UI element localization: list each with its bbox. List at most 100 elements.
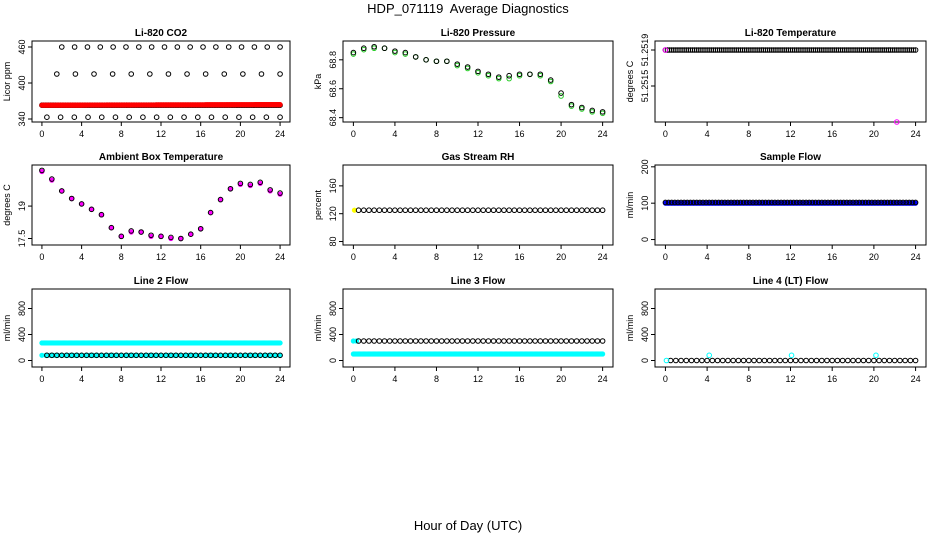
data-point: [360, 338, 367, 344]
y-axis-label: Licor ppm: [2, 62, 12, 102]
panel-title: Line 4 (LT) Flow: [753, 276, 829, 287]
data-point: [57, 114, 64, 120]
data-point: [68, 195, 75, 202]
y-axis-label: ml/min: [625, 315, 635, 342]
panel-title: Sample Flow: [760, 152, 821, 163]
data-point: [433, 58, 440, 65]
y-tick-label: 19: [17, 201, 27, 211]
data-point: [839, 357, 846, 364]
data-point: [740, 357, 747, 364]
data-point: [167, 114, 174, 120]
data-point: [459, 338, 466, 344]
x-tick-label: 24: [911, 129, 921, 139]
data-point: [402, 338, 409, 344]
data-point: [85, 114, 91, 120]
data-point: [402, 207, 409, 214]
data-point: [834, 357, 841, 364]
data-point: [690, 199, 697, 206]
data-point: [873, 352, 879, 359]
data-point: [221, 71, 228, 77]
data-point: [881, 357, 888, 364]
data-point: [44, 114, 50, 120]
data-point: [792, 357, 799, 364]
x-tick-label: 8: [434, 129, 439, 139]
x-tick-label: 8: [434, 374, 439, 384]
y-tick-label: 800: [328, 301, 338, 316]
data-point: [386, 207, 393, 214]
x-tick-label: 4: [705, 252, 710, 262]
data-point: [834, 199, 841, 206]
data-point: [740, 199, 747, 206]
data-point: [662, 47, 669, 53]
y-tick-label: 0: [328, 358, 338, 363]
data-point: [768, 199, 775, 206]
data-point: [511, 207, 518, 214]
data-point: [594, 207, 601, 214]
data-series: [350, 338, 606, 357]
x-tick-label: 24: [911, 252, 921, 262]
data-point: [267, 187, 273, 193]
data-point: [128, 71, 135, 77]
data-point: [547, 207, 554, 214]
data-point: [855, 357, 862, 364]
x-tick-label: 4: [705, 129, 710, 139]
data-point: [423, 57, 429, 63]
data-point: [537, 71, 544, 78]
data-point: [72, 71, 79, 77]
data-point: [824, 357, 830, 364]
data-point: [693, 357, 700, 364]
data-point: [746, 357, 752, 364]
x-tick-label: 12: [785, 252, 795, 262]
data-point: [681, 199, 687, 206]
data-point: [865, 357, 872, 364]
data-point: [902, 357, 908, 364]
data-point: [761, 357, 768, 364]
data-point: [397, 338, 403, 344]
y-tick-label: 68.4: [328, 109, 338, 127]
data-point: [168, 234, 174, 241]
data-point: [881, 199, 888, 206]
data-series: [39, 44, 283, 120]
x-tick-label: 4: [392, 374, 397, 384]
panel-5: Sample Flow 0 4 8 12 16 20 24 0 100 200 ml/min: [625, 152, 927, 262]
x-tick-label: 4: [705, 374, 710, 384]
data-point: [412, 207, 419, 214]
data-point: [668, 199, 675, 206]
data-point: [730, 357, 736, 364]
data-point: [480, 338, 486, 344]
data-point: [737, 199, 744, 206]
data-point: [728, 199, 734, 206]
plot-frame: [342, 40, 614, 123]
data-point: [240, 71, 246, 77]
panel-title: Li-820 CO2: [135, 28, 188, 39]
data-point: [599, 207, 606, 214]
data-point: [715, 199, 722, 206]
data-point: [894, 119, 900, 125]
data-series: [39, 168, 283, 242]
data-point: [123, 44, 129, 50]
x-tick-label: 20: [556, 374, 566, 384]
data-point: [787, 199, 794, 206]
x-tick-label: 12: [785, 129, 795, 139]
data-point: [109, 71, 116, 77]
panel-1: Li-820 Pressure 0 4 8 12 16 20 24 68.4 68.6 68.8 kP…: [313, 28, 614, 139]
panel-title: Li-820 Temperature: [745, 28, 837, 39]
data-point: [579, 207, 585, 214]
x-tick-label: 16: [515, 129, 525, 139]
data-point: [98, 114, 105, 120]
x-tick-label: 8: [119, 252, 124, 262]
data-point: [675, 199, 681, 206]
y-tick-label: 51.2519: [640, 34, 650, 67]
data-point: [808, 357, 815, 364]
x-tick-label: 16: [827, 129, 837, 139]
data-point: [412, 54, 419, 60]
data-point: [743, 199, 750, 206]
data-point: [542, 338, 549, 344]
data-series: [350, 45, 606, 117]
data-point: [751, 357, 757, 364]
data-point: [665, 199, 672, 206]
data-point: [725, 199, 731, 206]
data-point: [871, 357, 877, 364]
data-point: [381, 207, 388, 214]
panel-title: Gas Stream RH: [442, 152, 515, 163]
